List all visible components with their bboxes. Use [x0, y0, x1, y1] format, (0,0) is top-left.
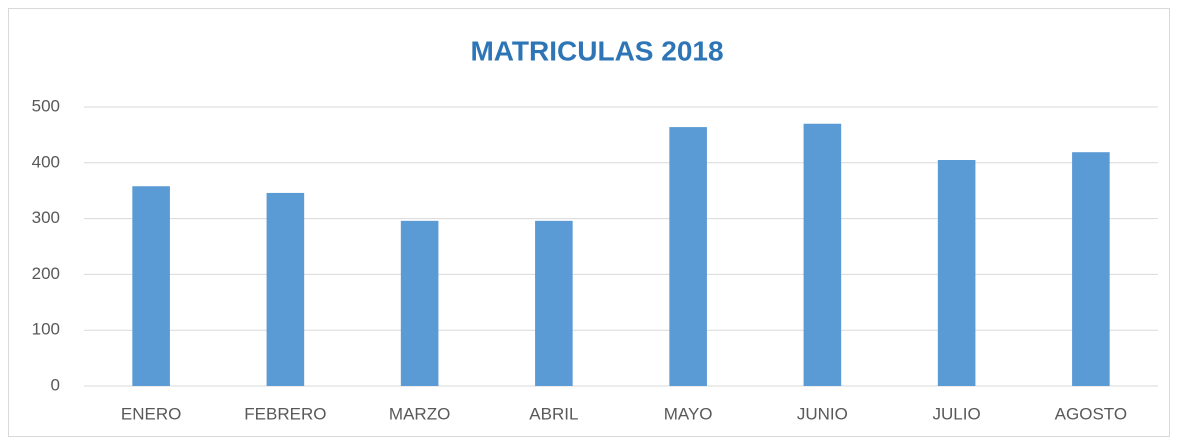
x-tick-label: ENERO [121, 404, 181, 423]
bar [535, 220, 573, 386]
bar [1072, 152, 1110, 386]
x-tick-label: JUNIO [797, 404, 848, 423]
bar [803, 123, 842, 387]
x-tick-label: FEBRERO [244, 404, 326, 423]
x-tick-label: ABRIL [529, 404, 578, 423]
x-tick-label: MARZO [389, 404, 450, 423]
chart-border [8, 8, 1170, 437]
bar [132, 186, 170, 386]
chart-title: MATRICULAS 2018 [470, 35, 723, 66]
y-tick-label: 200 [32, 264, 60, 283]
y-tick-label: 300 [32, 208, 60, 227]
y-tick-label: 100 [32, 320, 60, 339]
x-tick-label: MAYO [664, 404, 713, 423]
bar [266, 192, 305, 386]
x-tick-label: AGOSTO [1055, 404, 1127, 423]
bar [669, 127, 707, 386]
y-tick-label: 500 [32, 96, 60, 115]
x-tick-label: JULIO [933, 404, 981, 423]
y-tick-label: 0 [51, 375, 60, 394]
bar [937, 160, 976, 386]
y-tick-label: 400 [32, 152, 60, 171]
bar [400, 220, 439, 386]
